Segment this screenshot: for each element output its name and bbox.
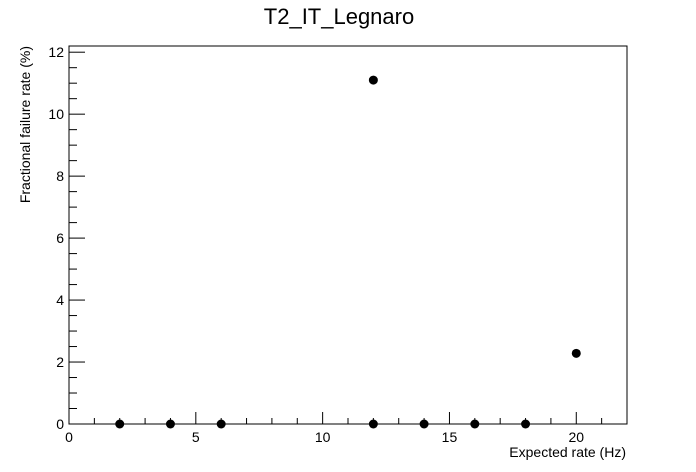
data-point <box>368 75 378 85</box>
chart-title: T2_IT_Legnaro <box>264 4 414 29</box>
x-tick-label: 5 <box>192 429 200 445</box>
y-axis: 0 2 4 6 8 10 12 <box>48 44 85 432</box>
y-tick-label: 6 <box>56 230 64 246</box>
x-tick-label: 20 <box>568 429 584 445</box>
data-point <box>216 419 226 429</box>
x-tick-label: 10 <box>315 429 331 445</box>
x-axis: 0 5 10 15 20 <box>65 412 628 445</box>
x-tick-label: 15 <box>442 429 458 445</box>
y-tick-label: 12 <box>48 44 64 60</box>
y-tick-label: 2 <box>56 354 64 370</box>
y-tick-label: 0 <box>56 416 64 432</box>
y-tick-label: 8 <box>56 168 64 184</box>
x-tick-label: 0 <box>65 429 73 445</box>
data-points <box>115 75 581 429</box>
data-point <box>115 419 125 429</box>
data-point <box>419 419 429 429</box>
data-point <box>521 419 531 429</box>
y-tick-label: 4 <box>56 292 64 308</box>
data-point <box>368 419 378 429</box>
data-point <box>470 419 480 429</box>
x-axis-title: Expected rate (Hz) <box>509 444 626 460</box>
y-axis-title: Fractional failure rate (%) <box>17 46 33 203</box>
data-point <box>165 419 175 429</box>
data-point <box>571 348 581 358</box>
plot-frame <box>68 45 628 425</box>
y-tick-label: 10 <box>48 106 64 122</box>
